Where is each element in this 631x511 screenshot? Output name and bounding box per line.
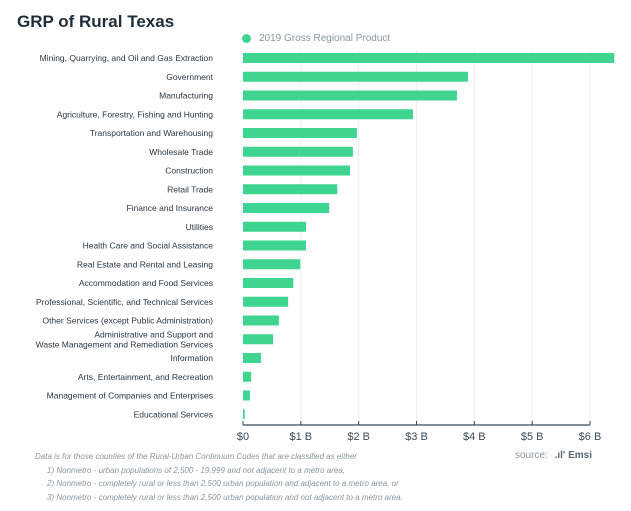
category-label: Waste Management and Remediation Service… <box>36 339 213 349</box>
category-label: Real Estate and Rental and Leasing <box>77 259 213 269</box>
bar <box>243 409 245 420</box>
bar <box>243 221 307 232</box>
x-tick-label: $0 <box>237 431 249 443</box>
bar-chart: $0 $1 B $2 B $3 B $4 B $5 B $6 B Mining, Quarry… <box>36 50 615 443</box>
legend: 2019 Gross Regional Product <box>242 33 390 44</box>
bar <box>243 315 279 326</box>
bar <box>243 296 289 307</box>
bar <box>243 128 357 138</box>
source: source: .ıl' Emsi <box>515 450 592 461</box>
bar <box>243 371 252 382</box>
bar <box>243 53 615 63</box>
emsi-logo-icon: .ıl' <box>554 450 566 461</box>
category-label: Health Care and Social Assistance <box>83 241 214 251</box>
category-label: Professional, Scientific, and Technical … <box>36 297 213 307</box>
footnotes: Data is for those counties of the Rural-… <box>35 450 403 504</box>
category-label: Retail Trade <box>167 184 213 194</box>
bar <box>243 184 338 195</box>
legend-label: 2019 Gross Regional Product <box>259 33 391 44</box>
category-label: Construction <box>165 166 213 176</box>
bar <box>243 259 301 270</box>
category-label: Arts, Entertainment, and Recreation <box>78 372 213 382</box>
category-label: Transportation and Warehousing <box>90 128 213 138</box>
x-tick-label: $2 B <box>347 431 370 443</box>
bar <box>243 390 250 401</box>
footnote: 3) Nonmetro - completely rural or less t… <box>47 492 403 502</box>
chart-title: GRP of Rural Texas <box>17 12 175 31</box>
footnote: 1) Nonmetro - urban populations of 2,500… <box>47 465 345 475</box>
bar <box>243 278 294 288</box>
bar <box>243 90 457 101</box>
legend-swatch <box>242 34 251 43</box>
category-label: Finance and Insurance <box>127 203 214 213</box>
category-label: Mining, Quarrying, and Oil and Gas Extra… <box>40 53 214 63</box>
bar <box>243 240 307 251</box>
bar <box>243 334 274 345</box>
category-label: Agriculture, Forestry, Fishing and Hunti… <box>57 109 213 119</box>
bar <box>243 146 353 157</box>
category-label: Wholesale Trade <box>149 147 213 157</box>
bar <box>243 203 330 213</box>
footnote: Data is for those counties of the Rural-… <box>35 452 357 461</box>
category-label: Manufacturing <box>159 91 213 101</box>
x-tick-label: $1 B <box>290 431 313 443</box>
x-tick-label: $6 B <box>579 431 602 443</box>
category-label: Administrative and Support and <box>94 329 213 339</box>
bar <box>243 165 350 176</box>
category-label: Utilities <box>186 222 213 232</box>
footnote: 2) Nonmetro - completely rural or less t… <box>47 479 399 488</box>
bar <box>243 71 468 82</box>
category-label: Information <box>170 353 213 363</box>
category-label: Government <box>166 72 213 82</box>
category-label: Management of Companies and Enterprises <box>47 391 213 401</box>
source-label: source: <box>515 450 548 461</box>
bar <box>243 353 261 363</box>
x-tick-label: $5 B <box>521 431 544 443</box>
category-label: Educational Services <box>134 409 213 419</box>
category-label: Accommodation and Food Services <box>79 278 213 288</box>
source-brand: Emsi <box>568 450 592 461</box>
category-label: Other Services (except Public Administra… <box>42 316 213 326</box>
x-tick-label: $4 B <box>463 431 486 443</box>
x-tick-label: $3 B <box>405 431 428 443</box>
bar <box>243 109 414 120</box>
